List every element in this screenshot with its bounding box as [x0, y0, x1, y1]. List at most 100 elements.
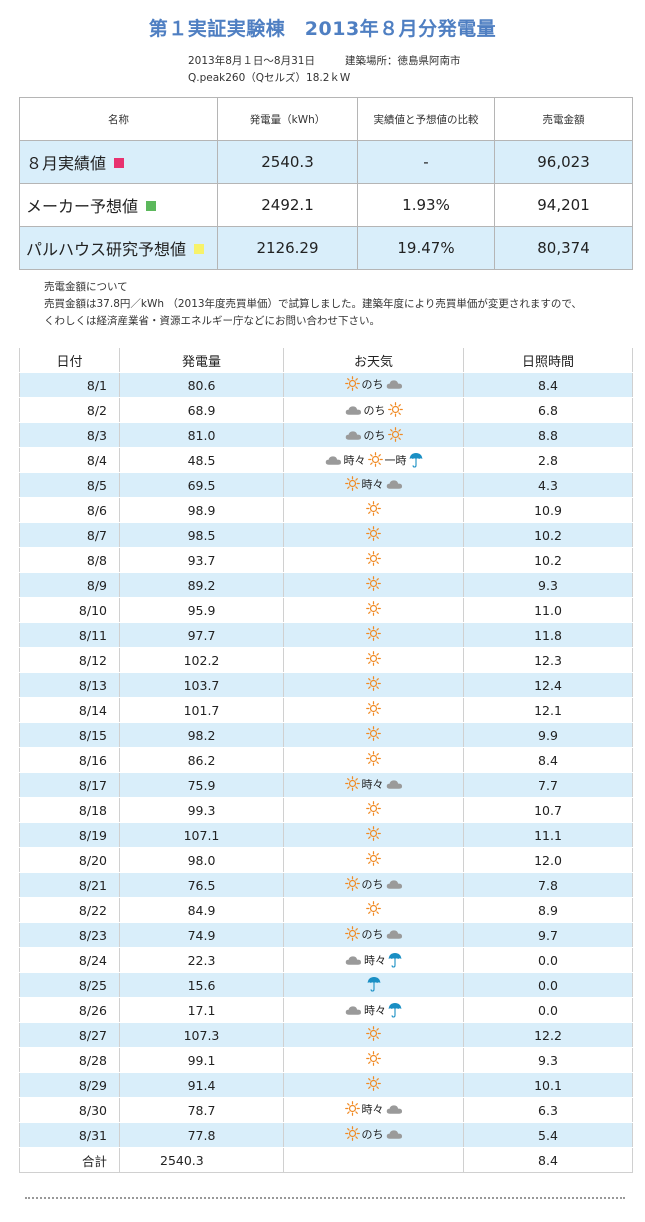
pink-square-icon [114, 158, 125, 168]
daily-row: 8/2 68.9 のち 6.8 [19, 397, 633, 423]
daily-weather [283, 697, 464, 723]
daily-row: 8/22 84.9 8.9 [19, 897, 633, 923]
daily-row: 8/3 81.0 のち 8.8 [19, 422, 633, 448]
cloud-icon [345, 404, 362, 416]
sun-icon [366, 1026, 381, 1041]
daily-weather: 時々 [283, 772, 464, 798]
sun-icon [366, 751, 381, 766]
summary-comparison: - [357, 140, 495, 184]
daily-row: 8/21 76.5 のち 7.8 [19, 872, 633, 898]
summary-name: パルハウス研究予想値 [26, 240, 187, 259]
cloud-icon [345, 954, 362, 966]
daily-sunshine: 8.8 [463, 422, 633, 448]
daily-row: 8/26 17.1 時々 0.0 [19, 997, 633, 1023]
panel-spec: Q.peak260（Qセルズ）18.2ｋW [188, 72, 351, 84]
summary-comparison: 1.93% [357, 183, 495, 227]
total-generation: 2540.3 [119, 1147, 284, 1173]
daily-generation: 76.5 [119, 872, 284, 898]
umbrella-icon [388, 952, 402, 968]
daily-weather: のち [283, 372, 464, 398]
sun-icon [366, 851, 381, 866]
daily-row: 8/14 101.7 12.1 [19, 697, 633, 723]
daily-weather: 時々 [283, 1097, 464, 1123]
daily-sunshine: 6.3 [463, 1097, 633, 1123]
daily-generation: 98.2 [119, 722, 284, 748]
daily-weather: のち [283, 397, 464, 423]
summary-header-amount: 売電金額 [494, 97, 633, 141]
weather-connector: 時々 [364, 953, 386, 967]
daily-date: 8/18 [19, 797, 120, 823]
daily-date: 8/31 [19, 1122, 120, 1148]
cloud-icon [386, 1103, 403, 1115]
cloud-icon [386, 928, 403, 940]
daily-generation: 78.7 [119, 1097, 284, 1123]
sun-icon [344, 776, 360, 792]
daily-row: 8/18 99.3 10.7 [19, 797, 633, 823]
sales-note: 売電金額について 売買金額は37.8円／kWh （2013年度売買単価）で試算し… [44, 279, 582, 330]
sun-icon [366, 801, 381, 816]
report-meta: 2013年8月１日〜8月31日 建築場所：徳島県阿南市 Q.peak260（Qセル… [188, 53, 460, 87]
daily-generation: 99.1 [119, 1047, 284, 1073]
daily-weather: のち [283, 422, 464, 448]
daily-generation: 98.0 [119, 847, 284, 873]
daily-date: 8/13 [19, 672, 120, 698]
daily-generation: 93.7 [119, 547, 284, 573]
green-square-icon [146, 201, 157, 211]
daily-weather: のち [283, 922, 464, 948]
summary-generation: 2126.29 [217, 226, 358, 270]
daily-sunshine: 6.8 [463, 397, 633, 423]
sun-icon [366, 551, 381, 566]
daily-date: 8/16 [19, 747, 120, 773]
daily-weather: 時々 [283, 472, 464, 498]
daily-sunshine: 9.3 [463, 572, 633, 598]
daily-row: 8/13 103.7 12.4 [19, 672, 633, 698]
daily-date: 8/26 [19, 997, 120, 1023]
daily-header-sunshine: 日照時間 [463, 348, 633, 373]
daily-weather [283, 822, 464, 848]
daily-date: 8/29 [19, 1072, 120, 1098]
cloud-icon [345, 1004, 362, 1016]
daily-sunshine: 10.7 [463, 797, 633, 823]
daily-date: 8/21 [19, 872, 120, 898]
daily-generation: 75.9 [119, 772, 284, 798]
daily-sunshine: 10.2 [463, 547, 633, 573]
sun-icon [367, 452, 383, 467]
daily-row: 8/12 102.2 12.3 [19, 647, 633, 673]
total-label: 合計 [19, 1147, 120, 1173]
cloud-icon [386, 478, 403, 490]
daily-table: 日付 発電量 お天気 日照時間 8/1 80.6 のち 8.4 8/2 68.9 のち 6.8… [19, 348, 633, 1173]
daily-date: 8/17 [19, 772, 120, 798]
daily-generation: 98.9 [119, 497, 284, 523]
daily-header-generation: 発電量 [119, 348, 284, 373]
summary-amount: 80,374 [494, 226, 633, 270]
cloud-icon [386, 778, 403, 790]
weather-connector: のち [363, 428, 386, 442]
daily-row: 8/7 98.5 10.2 [19, 522, 633, 548]
daily-sunshine: 12.1 [463, 697, 633, 723]
daily-date: 8/14 [19, 697, 120, 723]
total-weather [283, 1147, 464, 1173]
summary-row-actual: ８月実績値 2540.3 - 96,023 [19, 140, 633, 184]
summary-amount: 96,023 [494, 140, 633, 184]
note-line: 売買金額は37.8円／kWh （2013年度売買単価）で試算しました。建築年度に… [44, 298, 582, 310]
summary-comparison: 19.47% [357, 226, 495, 270]
daily-row: 8/5 69.5 時々 4.3 [19, 472, 633, 498]
sun-icon [366, 701, 381, 716]
daily-sunshine: 8.9 [463, 897, 633, 923]
summary-amount: 94,201 [494, 183, 633, 227]
summary-name-cell: パルハウス研究予想値 [19, 226, 218, 270]
daily-generation: 74.9 [119, 922, 284, 948]
daily-row: 8/27 107.3 12.2 [19, 1022, 633, 1048]
daily-weather: 時々 一時 [283, 447, 464, 473]
sun-icon [387, 427, 403, 442]
daily-generation: 80.6 [119, 372, 284, 398]
daily-date: 8/1 [19, 372, 120, 398]
daily-sunshine: 4.3 [463, 472, 633, 498]
daily-weather: のち [283, 1122, 464, 1148]
daily-row: 8/17 75.9 時々 7.7 [19, 772, 633, 798]
daily-sunshine: 12.0 [463, 847, 633, 873]
daily-generation: 107.1 [119, 822, 284, 848]
sun-icon [366, 626, 381, 641]
sun-icon [366, 826, 381, 841]
sun-icon [344, 876, 360, 892]
